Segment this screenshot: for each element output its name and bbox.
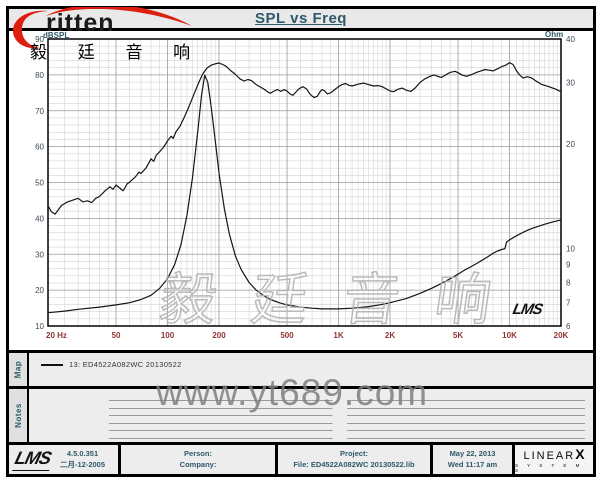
x-tick-label: 500 bbox=[280, 331, 294, 340]
y-right-tick-label: 7 bbox=[566, 299, 571, 308]
map-side-cell: Map bbox=[9, 353, 29, 386]
x-tick-label: 1K bbox=[333, 331, 343, 340]
company-label: Company: bbox=[179, 459, 217, 469]
footer-project-cell: Project: File: ED4522A082WC 20130522.lib bbox=[278, 445, 433, 474]
x-tick-label: 100 bbox=[161, 331, 175, 340]
footer-lms-cell: LMS 4.5.0.351 二月-12-2005 bbox=[9, 445, 121, 474]
x-tick-label: 50 bbox=[112, 331, 121, 340]
x-tick-label: 2K bbox=[385, 331, 395, 340]
report-date: May 22, 2013 bbox=[449, 449, 496, 459]
x-tick-label: 20K bbox=[554, 331, 569, 340]
x-tick-label: 5K bbox=[453, 331, 463, 340]
x-tick-label: 20 Hz bbox=[46, 331, 67, 340]
y-left-tick-label: 40 bbox=[35, 214, 44, 223]
x-tick-label: 10K bbox=[502, 331, 517, 340]
notes-content bbox=[29, 389, 593, 442]
y-right-axis-label: Ohm bbox=[545, 31, 563, 39]
y-left-tick-label: 60 bbox=[35, 143, 44, 152]
lms-version: 4.5.0.351 bbox=[66, 449, 99, 459]
legend-text: 13: ED4522A082WC 20130522 bbox=[69, 360, 182, 369]
footer-datetime-cell: May 22, 2013 Wed 11:17 am bbox=[433, 445, 515, 474]
lms-corner-mark: LMS bbox=[511, 301, 544, 318]
map-content: 13: ED4522A082WC 20130522 bbox=[29, 353, 593, 386]
map-label: Map bbox=[13, 360, 23, 379]
y-right-tick-label: 30 bbox=[566, 79, 575, 88]
y-left-tick-label: 70 bbox=[35, 107, 44, 116]
y-right-tick-label: 9 bbox=[566, 261, 571, 270]
y-right-tick-label: 40 bbox=[566, 35, 575, 44]
linearx-logo: LINEAR X bbox=[523, 445, 585, 462]
project-label: Project: bbox=[340, 449, 368, 459]
footer-bar: LMS 4.5.0.351 二月-12-2005 Person: Company… bbox=[9, 442, 593, 474]
y-right-tick-label: 10 bbox=[566, 245, 575, 254]
y-right-tick-label: 6 bbox=[566, 322, 571, 331]
y-right-tick-label: 20 bbox=[566, 140, 575, 149]
report-time: Wed 11:17 am bbox=[447, 459, 498, 469]
notes-ruled-lines bbox=[109, 400, 585, 446]
plot-border bbox=[47, 38, 562, 327]
notes-label: Notes bbox=[13, 403, 23, 428]
y-left-tick-label: 20 bbox=[35, 286, 44, 295]
y-left-tick-label: 50 bbox=[35, 179, 44, 188]
curve-legend: 13: ED4522A082WC 20130522 bbox=[41, 360, 182, 369]
notes-side-cell: Notes bbox=[9, 389, 29, 442]
legend-line-sample bbox=[41, 363, 63, 366]
lms-logo: LMS bbox=[12, 448, 55, 471]
y-left-tick-label: 10 bbox=[35, 322, 44, 331]
notes-section: Notes bbox=[9, 386, 593, 442]
impedance-curve bbox=[47, 74, 562, 314]
y-left-tick-label: 30 bbox=[35, 250, 44, 259]
linearx-systems-label: S Y S T E M S bbox=[515, 462, 584, 473]
title-bar: SPL vs Freq bbox=[9, 9, 593, 31]
y-right-tick-label: 8 bbox=[566, 278, 571, 287]
page-title: SPL vs Freq bbox=[255, 10, 347, 27]
spl-curve bbox=[47, 62, 562, 215]
footer-person-cell: Person: Company: bbox=[121, 445, 278, 474]
report-frame: SPL vs Freq 90 80 70 60 50 40 30 20 10 40 30 20 10 9 8… bbox=[6, 6, 596, 477]
footer-linearx-cell: LINEAR X S Y S T E M S bbox=[515, 445, 593, 474]
person-label: Person: bbox=[184, 449, 212, 459]
x-tick-label: 200 bbox=[212, 331, 226, 340]
y-left-axis-label: dBSPL bbox=[43, 31, 69, 40]
chart-area: 90 80 70 60 50 40 30 20 10 40 30 20 10 9 8 7 6 20 Hz 50 100… bbox=[9, 31, 593, 350]
file-label: File: ED4522A082WC 20130522.lib bbox=[293, 459, 415, 469]
lms-version-date: 二月-12-2005 bbox=[60, 459, 106, 469]
y-left-tick-label: 80 bbox=[35, 71, 44, 80]
map-section: Map 13: ED4522A082WC 20130522 bbox=[9, 350, 593, 386]
